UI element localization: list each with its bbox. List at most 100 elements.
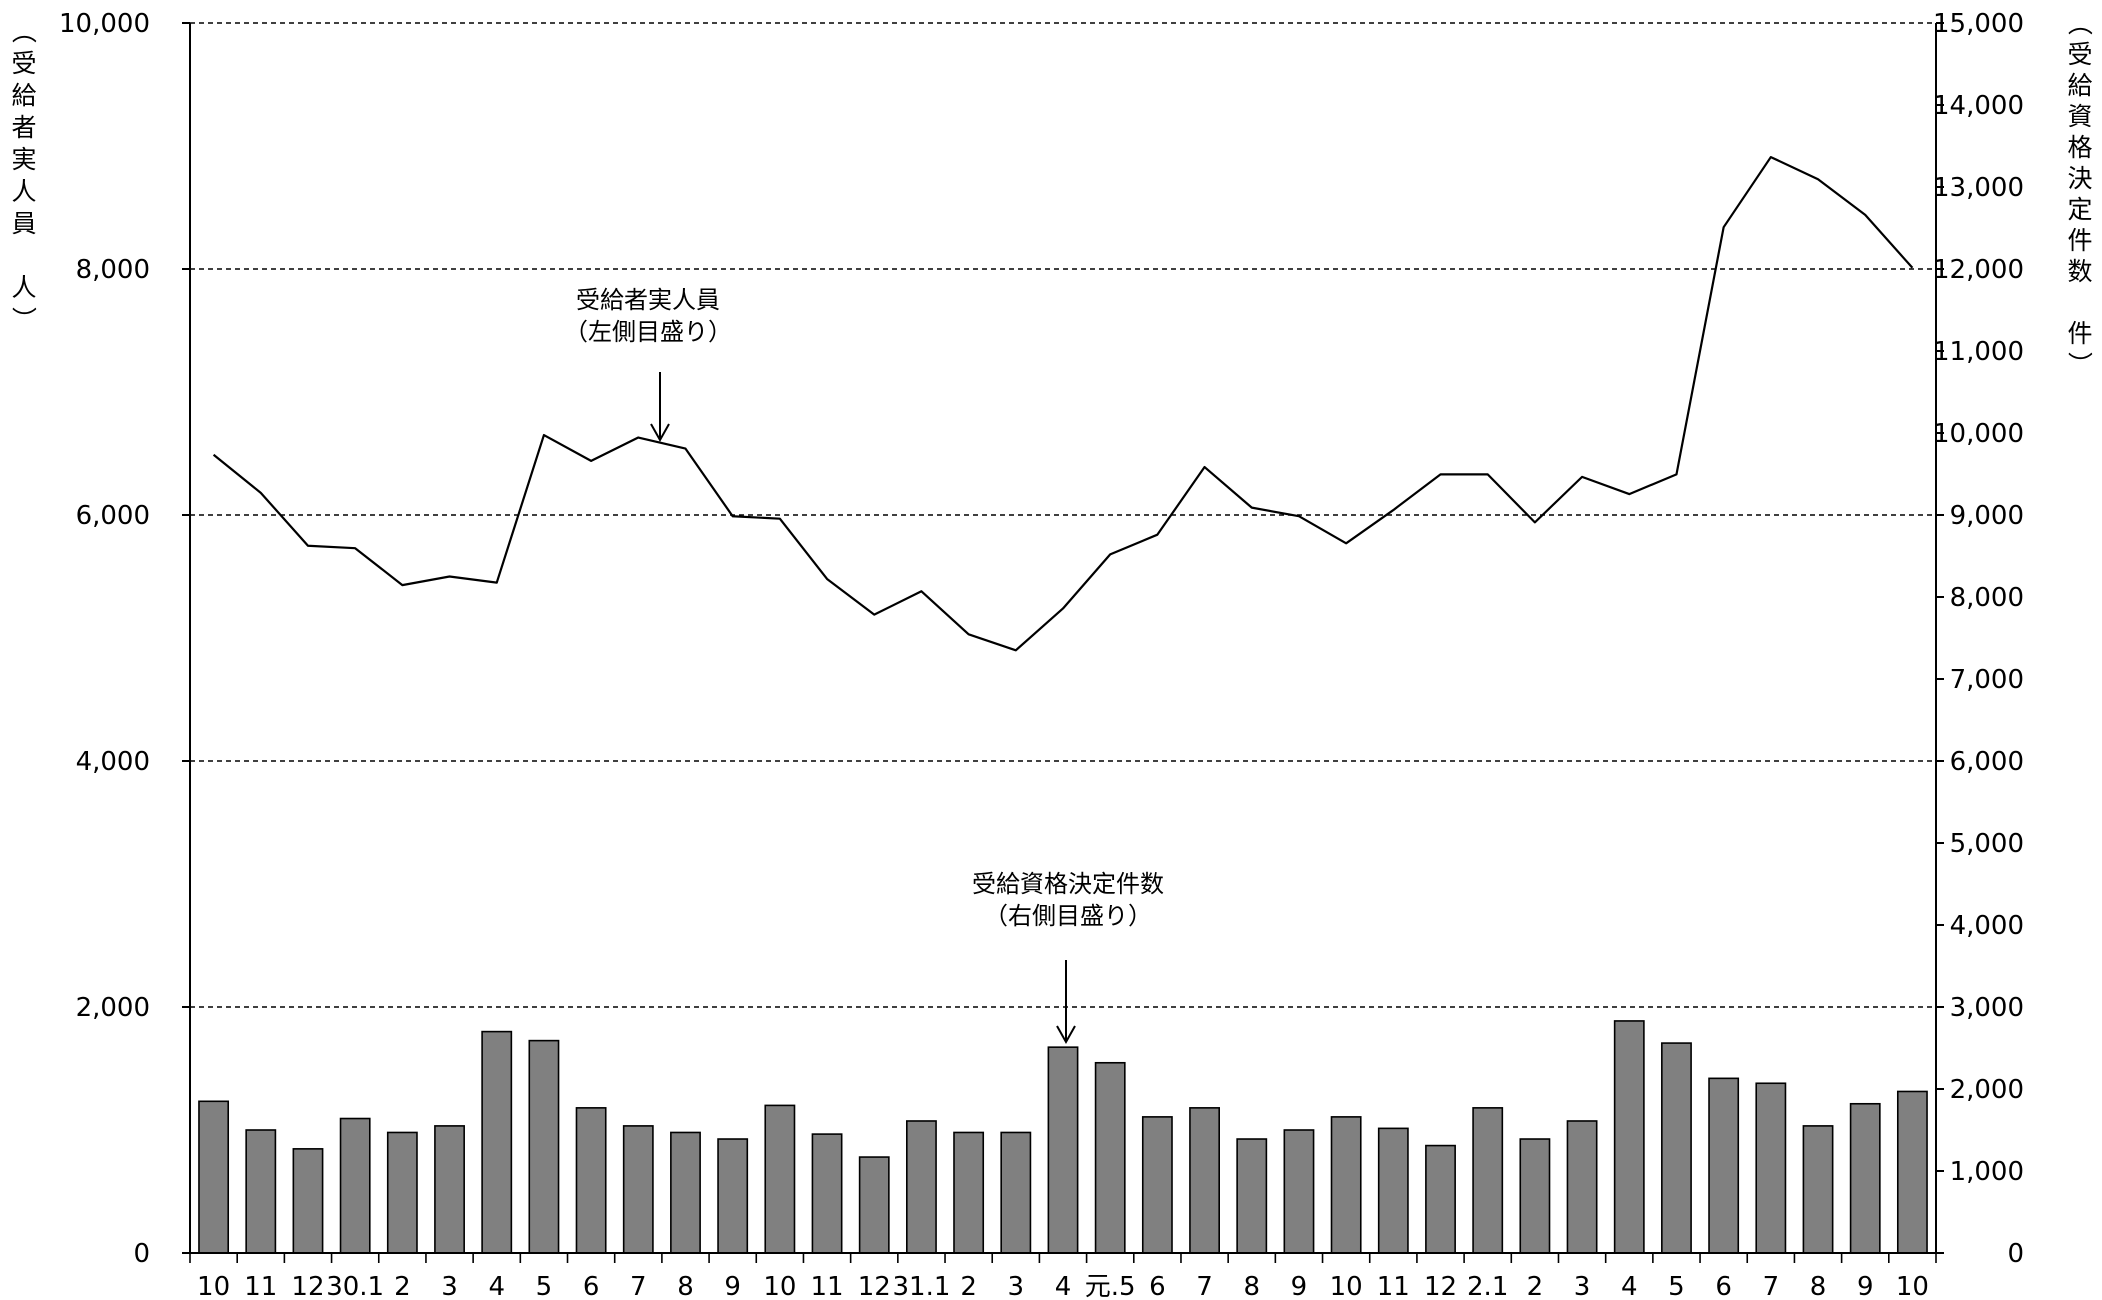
axis-title-char: （ (9, 18, 38, 43)
annotation-text: （左側目盛り） (564, 318, 732, 346)
bar (339, 1117, 371, 1254)
x-tick-label: 10 (1330, 1272, 1363, 1300)
x-tick-label: 11 (811, 1272, 844, 1300)
bar (1094, 1061, 1126, 1254)
bar (764, 1104, 796, 1254)
bar (1047, 1046, 1079, 1254)
bar (1566, 1120, 1598, 1254)
bar (198, 1100, 230, 1254)
bar (1283, 1129, 1315, 1254)
axis-title-char (11, 241, 36, 270)
x-tick-label: 30.1 (326, 1272, 384, 1300)
axis-title-char: ） (9, 306, 38, 331)
bar (622, 1125, 654, 1254)
bar (1141, 1116, 1173, 1254)
line-series-path (212, 155, 1914, 652)
bar (1849, 1102, 1881, 1254)
x-tick-label: 12 (1424, 1272, 1457, 1300)
bar (1708, 1077, 1740, 1254)
axis-title-char: 人 (11, 177, 36, 206)
bar (575, 1107, 607, 1254)
x-tick-label: 9 (1291, 1272, 1308, 1300)
x-tick-label: 6 (1149, 1272, 1166, 1300)
bar (245, 1129, 277, 1254)
bar (1472, 1107, 1504, 1254)
right-tick-label: 4,000 (1950, 911, 2024, 941)
gridlines (190, 22, 1936, 1008)
axis-title-char: ） (2065, 351, 2094, 376)
left-tick-label: 2,000 (76, 993, 150, 1023)
bar (858, 1156, 890, 1254)
right-axis-tick-labels: 0 1,000 2,000 3,000 4,000 5,000 6,000 7,000 8,00… (1933, 9, 2024, 1269)
x-tick-label: 31.1 (892, 1272, 950, 1300)
x-tick-label: 元.5 (1085, 1272, 1136, 1300)
line-series (212, 155, 1914, 652)
axis-title-char: 者 (11, 113, 36, 142)
annotations: 受給者実人員 （左側目盛り） 受給資格決定件数 （右側目盛り） (564, 286, 1164, 1045)
axis-title-char: 資 (2067, 102, 2092, 131)
axis-title-char: 受 (11, 49, 36, 78)
x-tick-label: 6 (583, 1272, 600, 1300)
x-tick-label: 4 (1621, 1272, 1638, 1300)
x-tick-label: 6 (1715, 1272, 1732, 1300)
bar (953, 1131, 985, 1254)
x-tick-label: 9 (1857, 1272, 1874, 1300)
x-tick-label: 5 (1668, 1272, 1685, 1300)
left-tick-label: 10,000 (59, 9, 150, 39)
x-tick-label: 3 (1574, 1272, 1591, 1300)
x-tick-label: 4 (488, 1272, 505, 1300)
axis-title-char: 実 (11, 145, 36, 174)
axes (182, 22, 1944, 1263)
x-tick-label: 10 (763, 1272, 796, 1300)
x-tick-label: 5 (536, 1272, 553, 1300)
right-tick-label: 8,000 (1950, 583, 2024, 613)
bar (1519, 1138, 1551, 1254)
x-tick-label: 11 (244, 1272, 277, 1300)
axis-titles: （受給者実人員 人）（受給資格決定件数 件） (9, 10, 2094, 376)
axis-title-char: 員 (11, 209, 36, 238)
axis-title-char: （ (2065, 10, 2094, 35)
bar (1613, 1020, 1645, 1254)
right-tick-label: 3,000 (1950, 993, 2024, 1023)
left-tick-label: 8,000 (76, 255, 150, 285)
x-tick-label: 2 (1527, 1272, 1544, 1300)
bar (1802, 1125, 1834, 1254)
annotation-text: （右側目盛り） (984, 902, 1152, 930)
x-tick-label: 7 (1196, 1272, 1213, 1300)
left-tick-label: 4,000 (76, 747, 150, 777)
right-tick-label: 2,000 (1950, 1075, 2024, 1105)
x-tick-label: 10 (1896, 1272, 1929, 1300)
x-tick-label: 3 (441, 1272, 458, 1300)
right-tick-label: 1,000 (1950, 1157, 2024, 1187)
x-tick-label: 7 (1763, 1272, 1780, 1300)
x-tick-label: 7 (630, 1272, 647, 1300)
x-tick-label: 8 (1243, 1272, 1260, 1300)
x-tick-label: 3 (1008, 1272, 1025, 1300)
bar (1661, 1042, 1692, 1254)
bar (434, 1125, 465, 1254)
axis-title-char: 給 (11, 81, 36, 110)
axis-title-char (2067, 288, 2092, 317)
right-tick-label: 0 (2007, 1239, 2024, 1269)
left-axis-tick-labels: 0 2,000 4,000 6,000 8,000 10,000 (59, 9, 150, 1269)
x-tick-label: 8 (677, 1272, 694, 1300)
bar (1896, 1090, 1928, 1254)
x-tick-label: 9 (724, 1272, 741, 1300)
bar (481, 1030, 513, 1254)
axis-title-char: 数 (2067, 257, 2092, 286)
x-tick-label: 2.1 (1467, 1272, 1508, 1300)
right-tick-label: 12,000 (1933, 255, 2024, 285)
x-tick-label: 12 (858, 1272, 891, 1300)
axis-title-char: 格 (2067, 133, 2092, 162)
x-tick-label: 11 (1377, 1272, 1410, 1300)
bar (811, 1133, 843, 1254)
x-tick-label: 10 (197, 1272, 230, 1300)
bar (1425, 1144, 1456, 1254)
annotation: 受給者実人員 （左側目盛り） (564, 286, 732, 443)
axis-title-char: 件 (2067, 226, 2092, 255)
right-tick-label: 7,000 (1950, 665, 2024, 695)
bar (528, 1039, 560, 1254)
axis-title-char: 受 (2067, 40, 2092, 69)
x-tick-label: 2 (960, 1272, 977, 1300)
x-tick-label: 2 (394, 1272, 411, 1300)
